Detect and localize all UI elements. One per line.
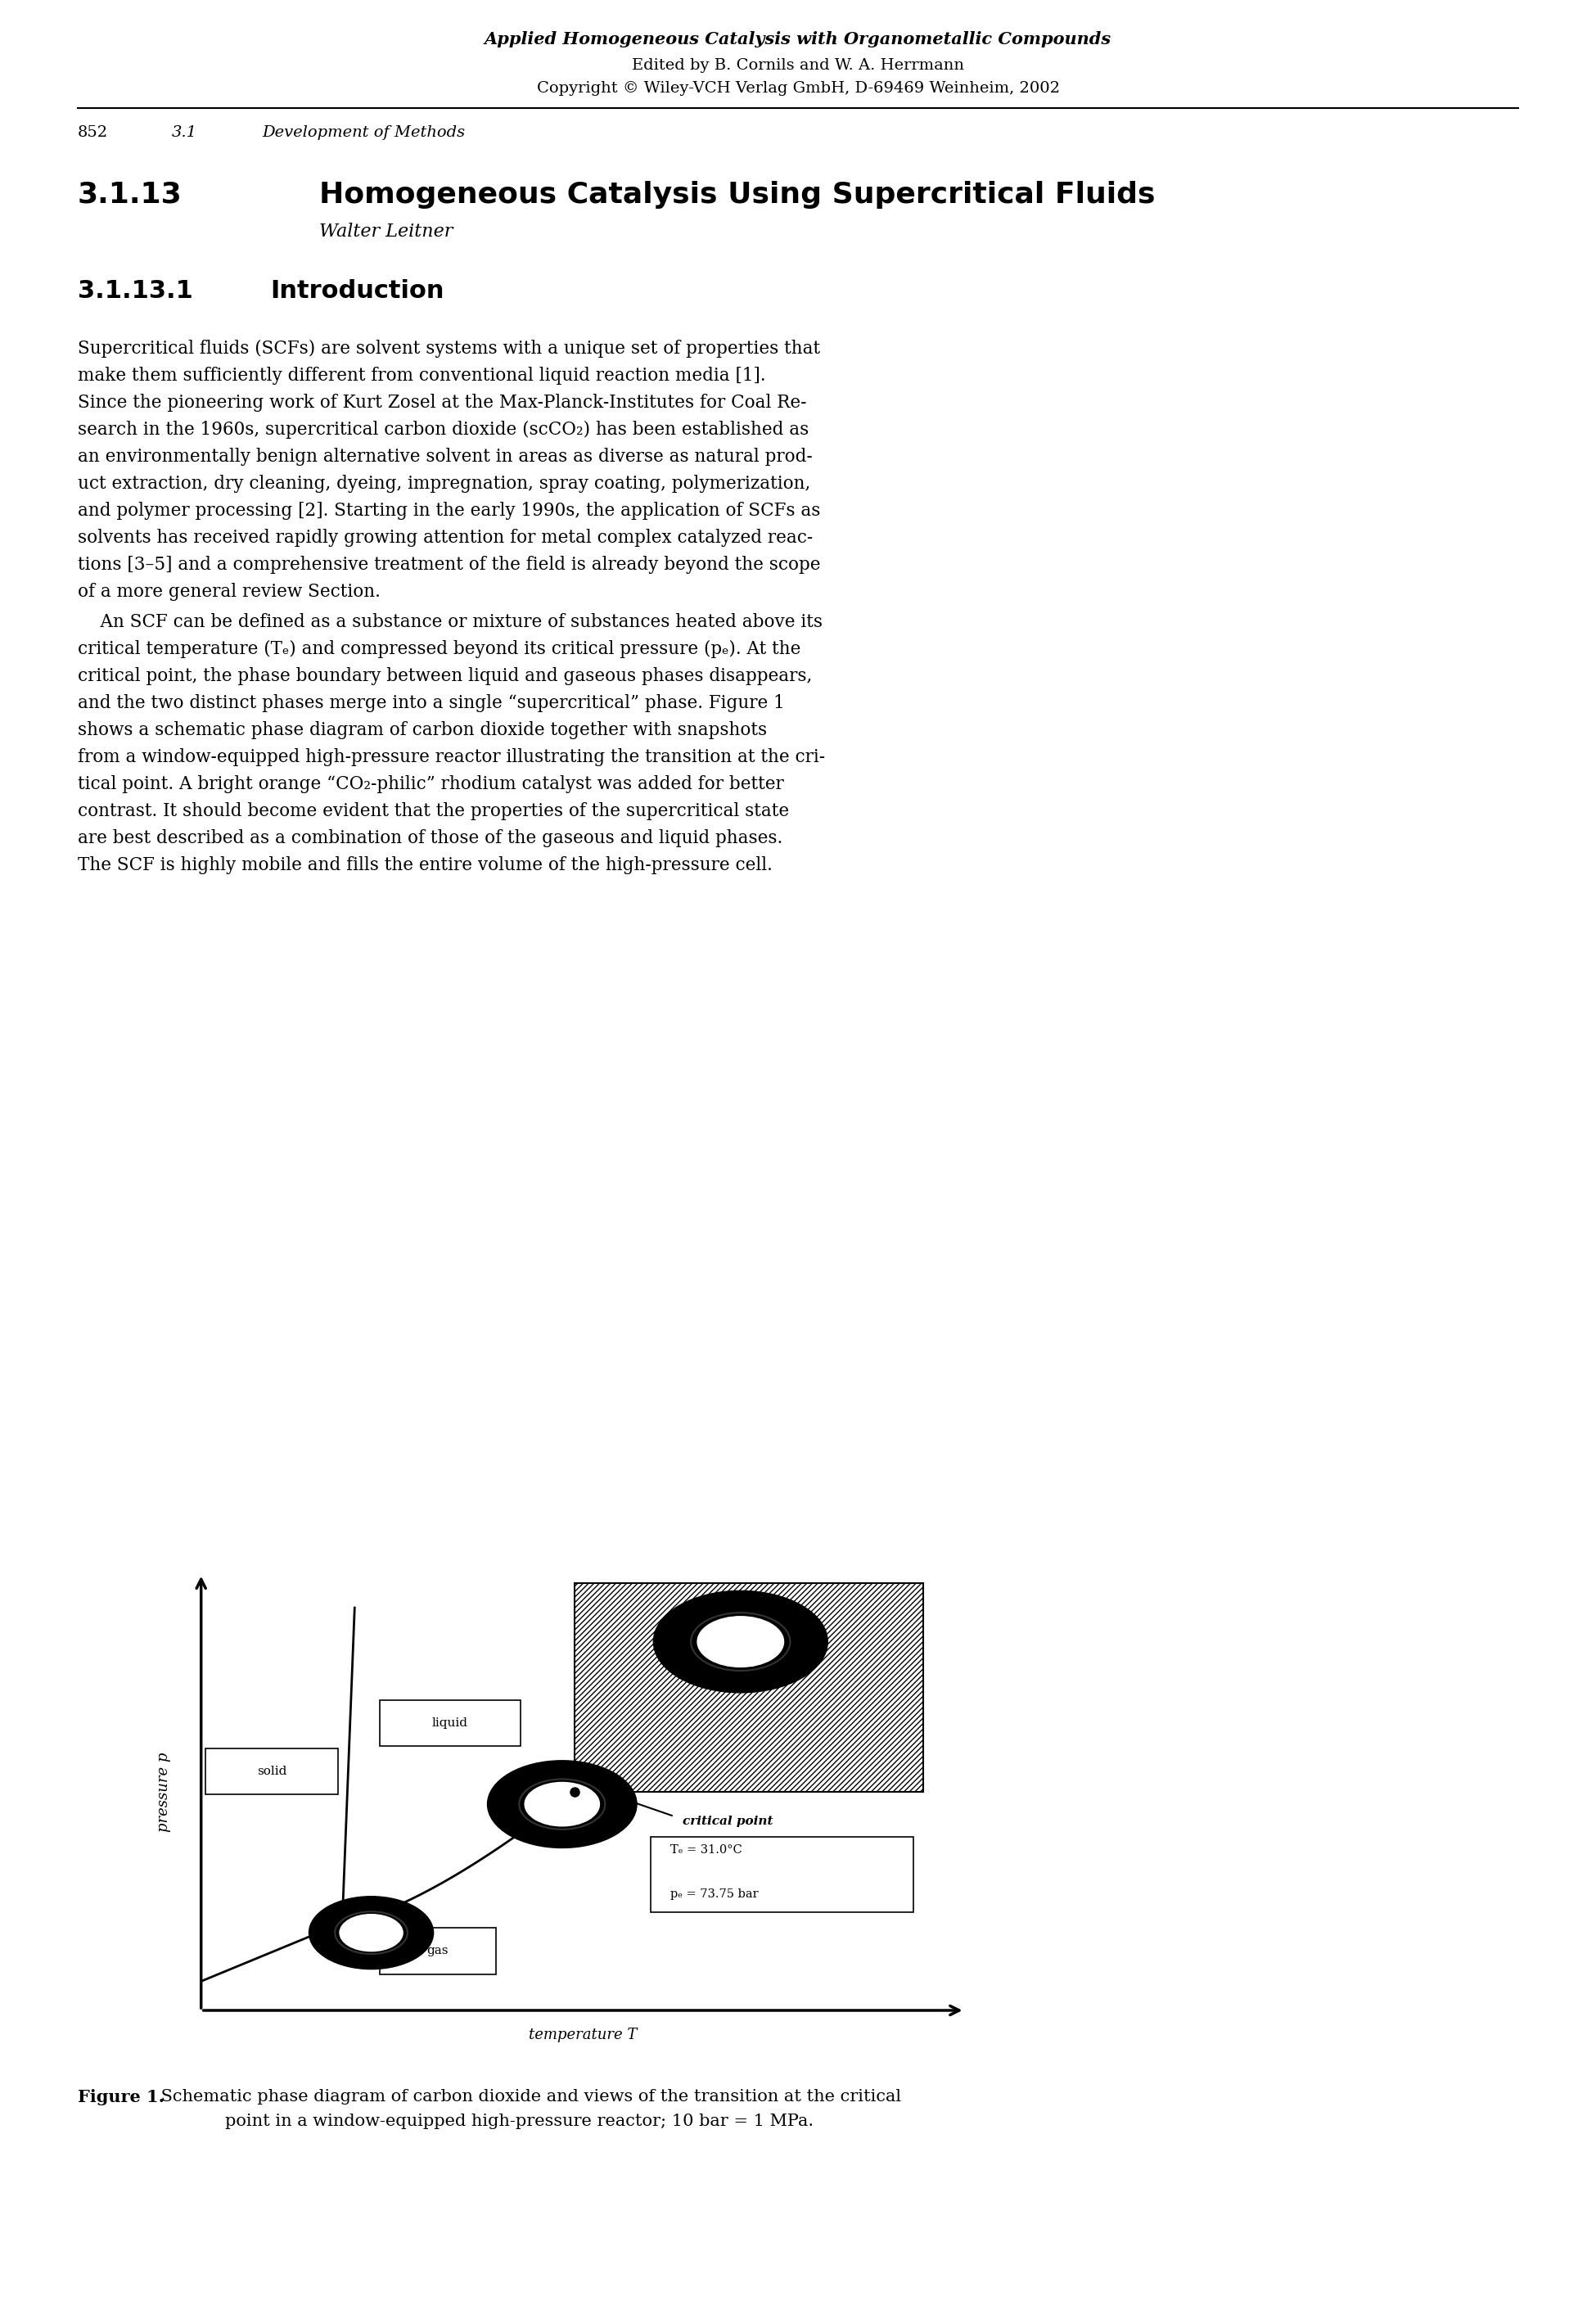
- Text: and the two distinct phases merge into a single “supercritical” phase. Figure 1: and the two distinct phases merge into a…: [78, 693, 785, 711]
- Text: solid: solid: [257, 1765, 287, 1776]
- Text: Schematic phase diagram of carbon dioxide and views of the transition at the cri: Schematic phase diagram of carbon dioxid…: [155, 2088, 902, 2104]
- Text: from a window-equipped high-pressure reactor illustrating the transition at the : from a window-equipped high-pressure rea…: [78, 748, 825, 767]
- Text: Homogeneous Catalysis Using Supercritical Fluids: Homogeneous Catalysis Using Supercritica…: [319, 180, 1156, 208]
- Text: Edited by B. Cornils and W. A. Herrmann: Edited by B. Cornils and W. A. Herrmann: [632, 58, 964, 74]
- Circle shape: [340, 1915, 402, 1952]
- Text: of a more general review Section.: of a more general review Section.: [78, 582, 380, 601]
- Text: Introduction: Introduction: [270, 280, 444, 303]
- Text: Development of Methods: Development of Methods: [262, 125, 464, 141]
- Circle shape: [653, 1592, 828, 1693]
- FancyBboxPatch shape: [651, 1836, 913, 1913]
- Text: tical point. A bright orange “CO₂-philic” rhodium catalyst was added for better: tical point. A bright orange “CO₂-philic…: [78, 776, 784, 792]
- Text: The SCF is highly mobile and fills the entire volume of the high-pressure cell.: The SCF is highly mobile and fills the e…: [78, 857, 772, 873]
- Text: Figure 1.: Figure 1.: [78, 2088, 164, 2104]
- Text: and polymer processing [2]. Starting in the early 1990s, the application of SCFs: and polymer processing [2]. Starting in …: [78, 501, 820, 520]
- Text: Applied Homogeneous Catalysis with Organometallic Compounds: Applied Homogeneous Catalysis with Organ…: [485, 30, 1111, 49]
- Text: uct extraction, dry cleaning, dyeing, impregnation, spray coating, polymerizatio: uct extraction, dry cleaning, dyeing, im…: [78, 476, 811, 492]
- Text: critical point: critical point: [683, 1816, 772, 1827]
- Text: make them sufficiently different from conventional liquid reaction media [1].: make them sufficiently different from co…: [78, 367, 766, 386]
- Text: critical point, the phase boundary between liquid and gaseous phases disappears,: critical point, the phase boundary betwe…: [78, 668, 812, 686]
- Text: shows a schematic phase diagram of carbon dioxide together with snapshots: shows a schematic phase diagram of carbo…: [78, 721, 768, 739]
- Text: Supercritical fluids (SCFs) are solvent systems with a unique set of properties : Supercritical fluids (SCFs) are solvent …: [78, 340, 820, 358]
- Text: Tₑ = 31.0°C: Tₑ = 31.0°C: [670, 1846, 742, 1855]
- Text: an environmentally benign alternative solvent in areas as diverse as natural pro: an environmentally benign alternative so…: [78, 448, 812, 467]
- Text: pressure p: pressure p: [156, 1753, 171, 1832]
- Text: super-
critical: super- critical: [736, 1654, 779, 1679]
- Circle shape: [310, 1897, 434, 1968]
- FancyBboxPatch shape: [380, 1700, 520, 1746]
- FancyBboxPatch shape: [206, 1749, 338, 1795]
- Text: tions [3–5] and a comprehensive treatment of the field is already beyond the sco: tions [3–5] and a comprehensive treatmen…: [78, 557, 820, 573]
- Text: pₑ = 73.75 bar: pₑ = 73.75 bar: [670, 1887, 758, 1899]
- Text: liquid: liquid: [433, 1716, 468, 1728]
- Text: An SCF can be defined as a substance or mixture of substances heated above its: An SCF can be defined as a substance or …: [78, 612, 822, 631]
- Text: contrast. It should become evident that the properties of the supercritical stat: contrast. It should become evident that …: [78, 802, 788, 820]
- Circle shape: [487, 1760, 637, 1848]
- Text: Copyright © Wiley-VCH Verlag GmbH, D-69469 Weinheim, 2002: Copyright © Wiley-VCH Verlag GmbH, D-694…: [536, 81, 1060, 95]
- Text: 3.1.13: 3.1.13: [78, 180, 182, 208]
- Polygon shape: [575, 1585, 922, 1793]
- Text: search in the 1960s, supercritical carbon dioxide (scCO₂) has been established a: search in the 1960s, supercritical carbo…: [78, 420, 809, 439]
- FancyBboxPatch shape: [380, 1929, 496, 1975]
- Circle shape: [697, 1617, 784, 1668]
- Text: temperature T: temperature T: [528, 2028, 637, 2042]
- Circle shape: [525, 1783, 600, 1827]
- Text: 3.1.13.1: 3.1.13.1: [78, 280, 193, 303]
- Text: solvents has received rapidly growing attention for metal complex catalyzed reac: solvents has received rapidly growing at…: [78, 529, 812, 547]
- Text: Walter Leitner: Walter Leitner: [319, 222, 453, 240]
- Text: critical temperature (Tₑ) and compressed beyond its critical pressure (pₑ). At t: critical temperature (Tₑ) and compressed…: [78, 640, 801, 658]
- Text: 3.1: 3.1: [172, 125, 198, 141]
- Text: point in a window-equipped high-pressure reactor; 10 bar = 1 MPa.: point in a window-equipped high-pressure…: [225, 2114, 814, 2130]
- Text: Since the pioneering work of Kurt Zosel at the Max-Planck-Institutes for Coal Re: Since the pioneering work of Kurt Zosel …: [78, 393, 806, 411]
- Text: gas: gas: [426, 1945, 448, 1957]
- Text: are best described as a combination of those of the gaseous and liquid phases.: are best described as a combination of t…: [78, 829, 782, 848]
- Text: 852: 852: [78, 125, 109, 141]
